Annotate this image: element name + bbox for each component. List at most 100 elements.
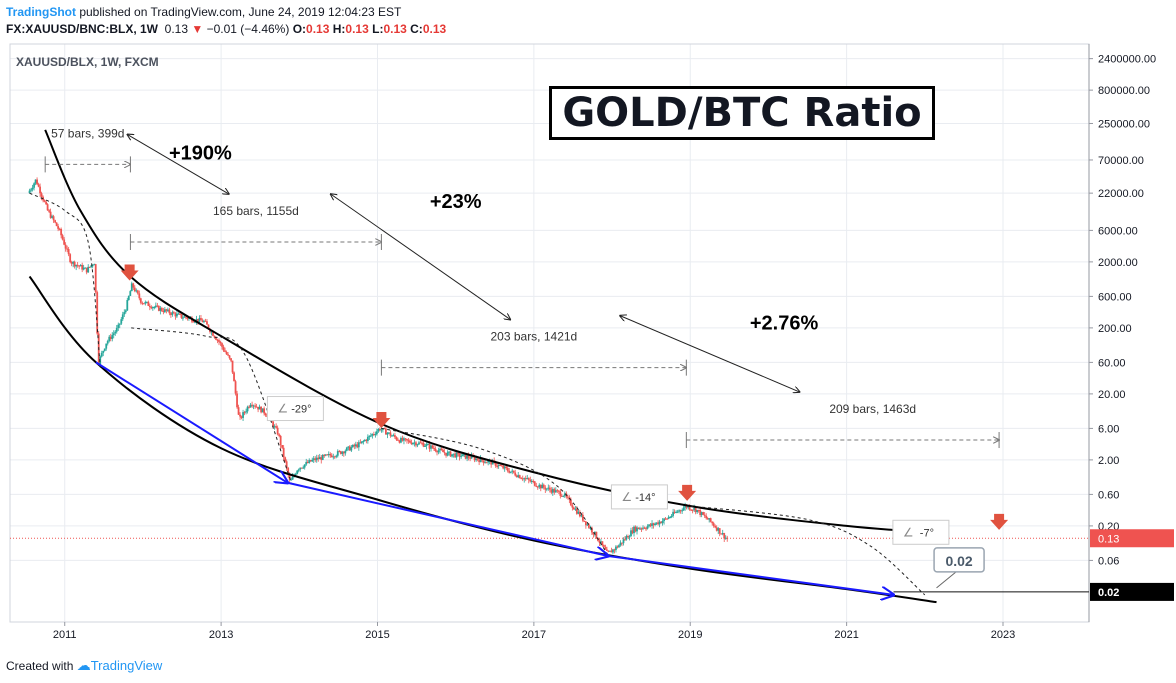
y-tick-label: 0.06	[1098, 555, 1119, 567]
candle-body	[213, 335, 216, 338]
candle-body	[154, 305, 157, 307]
candle-body	[360, 441, 363, 443]
angle-box-bg	[892, 519, 950, 545]
candle-body	[490, 460, 493, 465]
candle-body	[221, 343, 223, 347]
author-name[interactable]: TradingShot	[6, 5, 76, 19]
candle-body	[475, 458, 478, 461]
candle-body	[658, 521, 661, 525]
candle-body	[445, 452, 447, 456]
candle-body	[333, 456, 336, 458]
candle-body	[225, 351, 228, 355]
sell-signal-arrow	[120, 264, 139, 281]
candle-body	[714, 525, 717, 528]
candle-body	[60, 228, 63, 236]
candle-body	[28, 190, 31, 194]
candle-body	[45, 201, 47, 205]
candle-body	[616, 546, 619, 548]
candle-body	[168, 309, 171, 314]
candle-body	[640, 528, 643, 530]
candle-body	[669, 516, 671, 518]
candle-body	[670, 515, 673, 517]
x-tick-label: 2011	[53, 629, 77, 641]
footer: Created with ☁TradingView	[6, 657, 162, 674]
candle-body	[598, 540, 601, 543]
candle-body	[726, 537, 729, 539]
candle-body	[52, 216, 55, 221]
candle-body	[639, 528, 641, 530]
candle-body	[530, 480, 533, 482]
candle-body	[197, 318, 199, 322]
candle-body	[339, 451, 342, 454]
candle-body	[412, 443, 414, 445]
target-label: 0.02	[945, 553, 972, 569]
candle-body	[314, 458, 317, 461]
candle-body	[233, 372, 235, 382]
candle-body	[228, 355, 231, 359]
candle-body	[388, 432, 390, 434]
candle-body	[341, 451, 344, 454]
candle-body	[49, 211, 52, 218]
candle-body	[299, 467, 302, 470]
candle-body	[380, 429, 383, 431]
candle-body	[55, 222, 58, 227]
candle-body	[660, 521, 662, 524]
cycle-arc	[381, 427, 610, 557]
candle-body	[535, 485, 538, 487]
candle-body	[581, 514, 584, 521]
candle-body	[254, 405, 256, 407]
candle-body	[79, 264, 82, 267]
symbol-label: FX:XAUUSD/BNC:BLX, 1W	[6, 22, 158, 36]
candle-body	[466, 455, 469, 459]
candle-body	[234, 381, 237, 394]
candle-body	[150, 307, 153, 309]
candle-body	[171, 312, 174, 315]
candle-body	[624, 539, 626, 541]
candle-body	[133, 287, 136, 292]
candle-body	[308, 460, 311, 463]
candle-body	[473, 456, 476, 461]
candle-body	[595, 531, 598, 539]
candle-body	[348, 446, 351, 451]
support-arrow	[95, 361, 288, 482]
sell-signal-arrow	[372, 411, 391, 428]
cycle-measure: 57 bars, 399d +190%	[44, 126, 232, 194]
target-box	[933, 547, 985, 573]
candle-body	[51, 216, 54, 218]
candle-body	[577, 511, 580, 514]
angle-icon: ∠	[621, 490, 632, 504]
candle-body	[278, 434, 281, 436]
candle-body	[479, 457, 482, 463]
candle-body	[458, 453, 461, 457]
candle-body	[700, 512, 703, 515]
candle-body	[130, 283, 133, 292]
candle-body	[363, 439, 366, 442]
sell-signal-arrow	[678, 484, 697, 501]
candle-body	[323, 454, 326, 456]
candle-body	[572, 507, 575, 510]
candle-body	[327, 453, 330, 455]
candle-body	[451, 454, 453, 457]
candle-body	[368, 435, 371, 437]
candle-body	[675, 511, 678, 513]
candle-body	[688, 506, 691, 510]
tradingview-brand[interactable]: TradingView	[90, 658, 163, 673]
x-tick-label: 2013	[209, 629, 233, 641]
candle-body	[550, 489, 553, 493]
candle-body	[696, 509, 699, 513]
candle-body	[586, 524, 589, 526]
candle-body	[160, 308, 163, 311]
candle-body	[433, 448, 435, 450]
candle-body	[81, 264, 84, 270]
candle-body	[200, 318, 202, 321]
candle-body	[419, 442, 422, 444]
candle-body	[141, 302, 144, 304]
candle-body	[603, 545, 605, 547]
candle-body	[500, 465, 503, 467]
gain-label: +190%	[169, 142, 232, 164]
candle-body	[153, 306, 156, 308]
candle-body	[261, 408, 264, 413]
candle-body	[502, 465, 505, 469]
candle-body	[34, 179, 37, 184]
